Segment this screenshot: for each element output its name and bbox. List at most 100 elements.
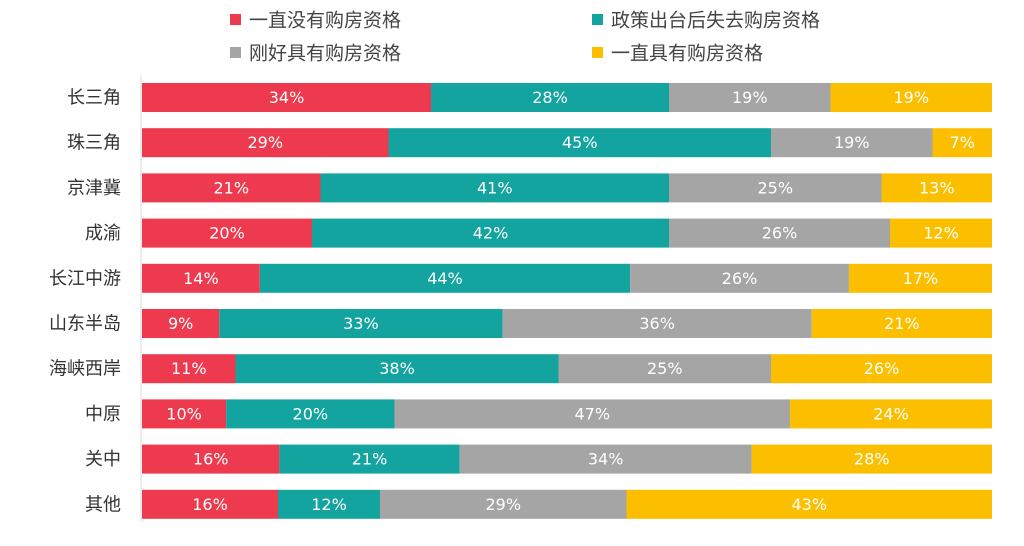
- bar-segment: [142, 444, 280, 474]
- bar-segment: [669, 173, 882, 203]
- bar-segment: [811, 309, 992, 338]
- category-label: 山东半岛: [49, 314, 121, 335]
- data-label: 44%: [427, 269, 463, 288]
- data-label: 11%: [171, 359, 207, 378]
- bar-segment: [219, 309, 503, 338]
- data-label: 33%: [343, 314, 379, 333]
- category-label: 中原: [85, 404, 121, 425]
- data-label: 26%: [722, 269, 758, 288]
- legend-label: 政策出台后失去购房资格: [611, 10, 820, 32]
- data-label: 43%: [791, 495, 827, 514]
- bar-segment: [312, 218, 669, 248]
- bar-segment: [235, 354, 559, 384]
- bar-segment: [502, 309, 812, 338]
- data-label: 45%: [562, 133, 598, 152]
- bar-segment: [771, 354, 992, 384]
- legend-item-1: 一直没有购房资格: [230, 10, 401, 32]
- legend-swatch: [592, 14, 603, 25]
- category-label: 关中: [85, 449, 121, 470]
- category-label: 海峡西岸: [49, 359, 121, 380]
- bar-segment: [142, 218, 312, 248]
- data-label: 34%: [588, 450, 624, 469]
- data-label: 29%: [485, 495, 521, 514]
- bar-segment: [388, 128, 771, 158]
- data-label: 9%: [168, 314, 193, 333]
- bar-row: 29% 45% 19% 7%: [142, 128, 992, 158]
- bar-segment: [630, 263, 849, 293]
- data-label: 12%: [923, 224, 959, 243]
- data-label: 34%: [269, 88, 305, 107]
- legend-item-3: 刚好具有购房资格: [230, 43, 401, 65]
- bar-segment: [320, 173, 669, 203]
- bar-segment: [142, 263, 260, 293]
- bar-row: 21% 41% 25% 13%: [142, 173, 992, 203]
- bar-row: 20% 42% 26% 12%: [142, 218, 992, 248]
- bar-segment: [881, 173, 992, 203]
- data-label: 26%: [864, 359, 900, 378]
- bar-segment: [626, 489, 992, 519]
- data-label: 21%: [213, 178, 249, 197]
- legend-swatch: [230, 14, 241, 25]
- data-label: 25%: [757, 178, 793, 197]
- data-label: 29%: [247, 133, 283, 152]
- data-label: 41%: [477, 178, 513, 197]
- bar-segment: [848, 263, 992, 293]
- data-label: 21%: [352, 450, 388, 469]
- category-label: 长江中游: [49, 268, 121, 289]
- data-label: 19%: [732, 88, 768, 107]
- data-label: 19%: [893, 88, 929, 107]
- data-label: 26%: [762, 224, 798, 243]
- bar-segment: [669, 83, 831, 112]
- legend-item-2: 政策出台后失去购房资格: [592, 10, 820, 32]
- data-label: 19%: [834, 133, 870, 152]
- data-label: 47%: [574, 404, 610, 423]
- bar-segment: [142, 489, 278, 519]
- bar-segment: [142, 173, 321, 203]
- bar-segment: [459, 444, 752, 474]
- category-label: 京津冀: [67, 178, 121, 199]
- bar-row: 16% 21% 34% 28%: [142, 444, 992, 474]
- bar-segment: [771, 128, 933, 158]
- data-label: 14%: [183, 269, 219, 288]
- bar-segment: [142, 399, 227, 429]
- bar-row: 14% 44% 26% 17%: [142, 263, 992, 293]
- bar-segment: [790, 399, 992, 429]
- legend-item-4: 一直具有购房资格: [592, 43, 763, 65]
- legend-label: 一直没有购房资格: [249, 10, 401, 32]
- legend-swatch: [230, 47, 241, 58]
- data-label: 7%: [950, 133, 975, 152]
- data-label: 24%: [873, 404, 909, 423]
- data-label: 16%: [192, 495, 228, 514]
- bar-segment: [394, 399, 791, 429]
- bar-segment: [259, 263, 631, 293]
- data-label: 25%: [647, 359, 683, 378]
- data-label: 21%: [884, 314, 920, 333]
- bar-row: 16% 12% 29% 43%: [142, 489, 992, 519]
- bar-segment: [380, 489, 627, 519]
- bar-segment: [142, 309, 220, 338]
- legend-label: 刚好具有购房资格: [249, 43, 401, 65]
- bar-segment: [142, 354, 236, 384]
- category-label: 长三角: [67, 88, 121, 109]
- data-label: 12%: [311, 495, 347, 514]
- category-label: 珠三角: [67, 133, 121, 154]
- bar-segment: [226, 399, 395, 429]
- category-label: 其他: [85, 494, 121, 515]
- data-label: 28%: [854, 450, 890, 469]
- data-label: 28%: [532, 88, 568, 107]
- bar-segment: [142, 83, 431, 112]
- bars: 34% 28% 19% 19% 29% 45% 19% 7% 21% 41% 25% 13% 20% 42…: [142, 83, 992, 519]
- bar-segment: [890, 218, 992, 248]
- legend-label: 一直具有购房资格: [611, 43, 763, 65]
- bar-segment: [279, 444, 460, 474]
- data-label: 20%: [293, 404, 329, 423]
- data-label: 13%: [919, 178, 955, 197]
- bar-row: 9% 33% 36% 21%: [142, 309, 992, 338]
- bar-segment: [431, 83, 669, 112]
- data-label: 16%: [193, 450, 229, 469]
- legend-swatch: [592, 47, 603, 58]
- data-label: 20%: [209, 224, 245, 243]
